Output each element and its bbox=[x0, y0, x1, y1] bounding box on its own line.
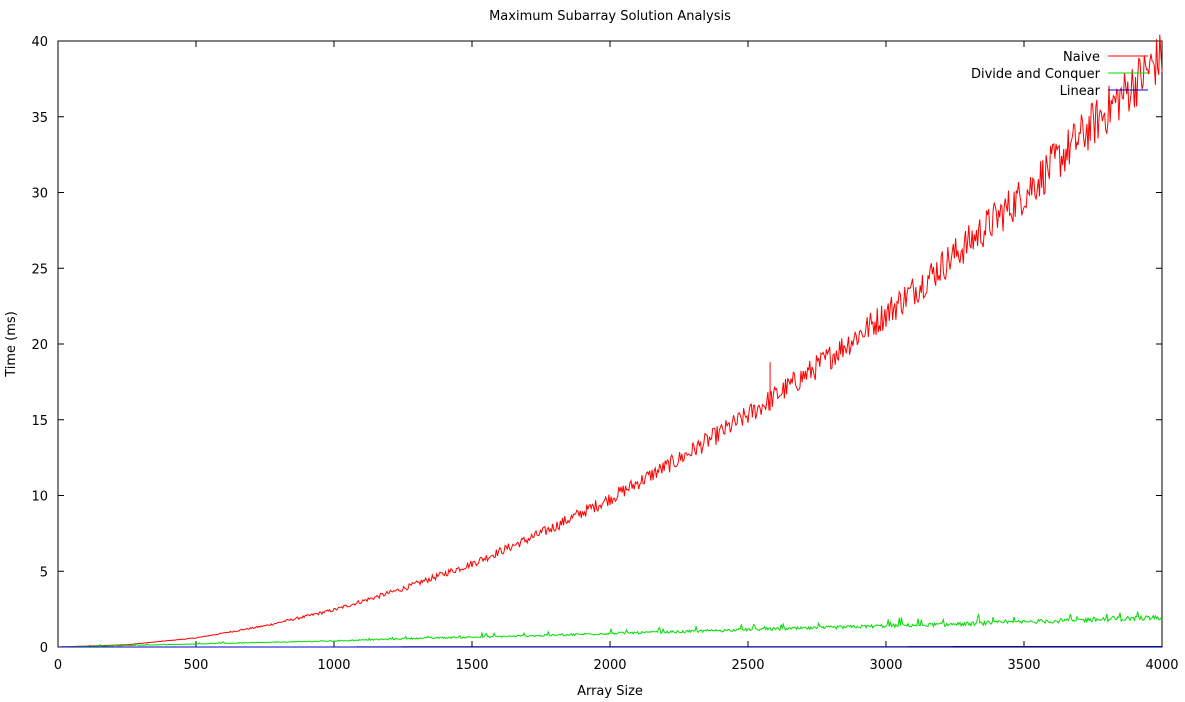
x-tick-label: 2500 bbox=[731, 658, 764, 673]
x-tick-label: 2000 bbox=[593, 658, 626, 673]
y-axis-label: Time (ms) bbox=[4, 311, 19, 378]
x-tick-label: 1500 bbox=[455, 658, 488, 673]
x-tick-label: 0 bbox=[54, 658, 62, 673]
x-tick-label: 1000 bbox=[317, 658, 350, 673]
x-tick-label: 3500 bbox=[1007, 658, 1040, 673]
plot-frame bbox=[57, 40, 1163, 648]
legend: Naive Divide and Conquer Linear bbox=[971, 50, 1148, 99]
legend-label-1: Divide and Conquer bbox=[971, 67, 1101, 82]
x-tick-label: 4000 bbox=[1145, 658, 1178, 673]
series-line-1 bbox=[58, 611, 1163, 648]
axis-ticks: 0 500 1000 1500 2000 2500 3000 3500 4000 0 5 10 15 20… bbox=[31, 35, 1178, 673]
series-line-0 bbox=[58, 34, 1163, 648]
series-line-2 bbox=[58, 646, 1162, 648]
y-tick-label: 30 bbox=[31, 187, 48, 202]
y-tick-label: 35 bbox=[31, 111, 48, 126]
legend-label-0: Naive bbox=[1063, 50, 1100, 65]
y-tick-label: 20 bbox=[31, 338, 48, 353]
y-tick-label: 25 bbox=[31, 262, 48, 277]
x-axis-label: Array Size bbox=[577, 684, 643, 699]
chart-title: Maximum Subarray Solution Analysis bbox=[489, 9, 731, 24]
legend-label-2: Linear bbox=[1060, 84, 1101, 99]
y-tick-label: 0 bbox=[40, 641, 48, 656]
y-tick-label: 40 bbox=[31, 35, 48, 50]
series-layer bbox=[58, 34, 1163, 648]
x-tick-label: 500 bbox=[184, 658, 209, 673]
y-tick-label: 10 bbox=[31, 490, 48, 505]
y-tick-label: 15 bbox=[31, 414, 48, 429]
y-tick-label: 5 bbox=[40, 565, 48, 580]
x-tick-label: 3000 bbox=[869, 658, 902, 673]
